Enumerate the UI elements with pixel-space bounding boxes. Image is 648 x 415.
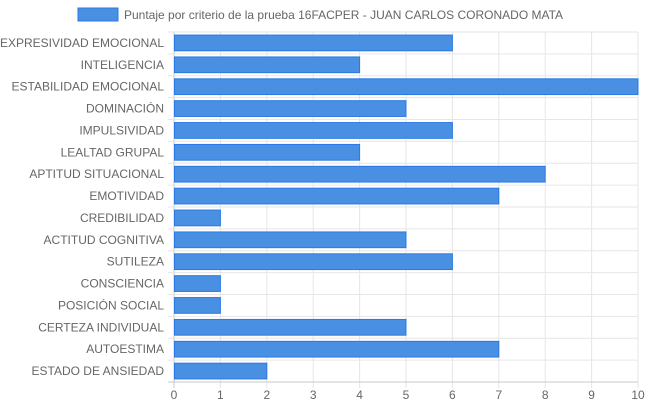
- y-axis-label: INTELIGENCIA: [81, 58, 164, 72]
- bar[interactable]: ESTABILIDAD EMOCIONAL: 10: [174, 78, 639, 96]
- bar[interactable]: DOMINACIÓN: 5: [174, 100, 407, 117]
- x-axis-tick-label: 9: [588, 388, 595, 402]
- x-axis-tick-label: 5: [403, 388, 410, 402]
- x-axis-tick-label: 3: [310, 388, 317, 402]
- y-axis-label: CERTEZA INDIVIDUAL: [38, 320, 164, 334]
- y-axis-label: AUTOESTIMA: [86, 342, 164, 356]
- y-axis-label: IMPULSIVIDAD: [79, 123, 164, 137]
- y-axis-label: CREDIBILIDAD: [80, 211, 164, 225]
- bar[interactable]: CONSCIENCIA: 1: [174, 275, 221, 292]
- y-axis-labels: EXPRESIVIDAD EMOCIONAL INTELIGENCIA ESTABI…: [0, 36, 164, 378]
- bar[interactable]: CREDIBILIDAD: 1: [174, 209, 221, 227]
- bar[interactable]: INTELIGENCIA: 4: [174, 56, 361, 74]
- bar[interactable]: EMOTIVIDAD: 7: [174, 187, 500, 205]
- y-axis-label: EXPRESIVIDAD EMOCIONAL: [0, 36, 164, 50]
- y-axis-label: SUTILEZA: [107, 255, 164, 269]
- y-axis-label: ESTABILIDAD EMOCIONAL: [12, 80, 165, 94]
- bar[interactable]: APTITUD SITUACIONAL: 8: [174, 165, 546, 183]
- x-axis-tick-label: 4: [356, 388, 363, 402]
- y-axis-label: POSICIÓN SOCIAL: [58, 297, 164, 312]
- legend-label[interactable]: Puntaje por criterio de la prueba 16FACP…: [124, 8, 563, 22]
- bar[interactable]: AUTOESTIMA: 7: [174, 340, 500, 358]
- bar[interactable]: LEALTAD GRUPAL: 4: [174, 143, 361, 161]
- x-axis-tick-label: 7: [495, 388, 502, 402]
- bar[interactable]: POSICIÓN SOCIAL: 1: [174, 297, 221, 314]
- x-axis-tick-label: 0: [171, 388, 178, 402]
- bar[interactable]: ESTADO DE ANSIEDAD: 2: [174, 362, 268, 380]
- y-axis-label: ESTADO DE ANSIEDAD: [32, 364, 165, 378]
- legend[interactable]: Puntaje por criterio de la prueba 16FACP…: [77, 7, 563, 22]
- x-axis-tick-label: 2: [263, 388, 270, 402]
- bar[interactable]: EXPRESIVIDAD EMOCIONAL: 6: [174, 34, 453, 52]
- x-axis-tick-label: 8: [542, 388, 549, 402]
- y-axis-label: EMOTIVIDAD: [89, 189, 164, 203]
- bar[interactable]: SUTILEZA: 6: [174, 253, 453, 271]
- bar[interactable]: ACTITUD COGNITIVA: 5: [174, 231, 407, 249]
- y-axis-label: DOMINACIÓN: [86, 101, 164, 116]
- bar[interactable]: IMPULSIVIDAD: 6: [174, 122, 453, 139]
- y-axis-label: LEALTAD GRUPAL: [61, 145, 165, 159]
- x-axis-labels: 0 1 2 3 4 5 6 7 8 9 10: [171, 388, 645, 402]
- y-axis-label: CONSCIENCIA: [81, 277, 164, 291]
- x-axis-tick-label: 10: [631, 388, 645, 402]
- y-axis-label: ACTITUD COGNITIVA: [44, 233, 164, 247]
- bar[interactable]: CERTEZA INDIVIDUAL: 5: [174, 318, 407, 336]
- legend-swatch[interactable]: [77, 7, 119, 22]
- bars: EXPRESIVIDAD EMOCIONAL: 6 INTELIGENCIA: 4…: [174, 34, 639, 380]
- x-axis-tick-label: 6: [449, 388, 456, 402]
- x-axis-tick-label: 1: [217, 388, 224, 402]
- y-axis-label: APTITUD SITUACIONAL: [29, 167, 164, 181]
